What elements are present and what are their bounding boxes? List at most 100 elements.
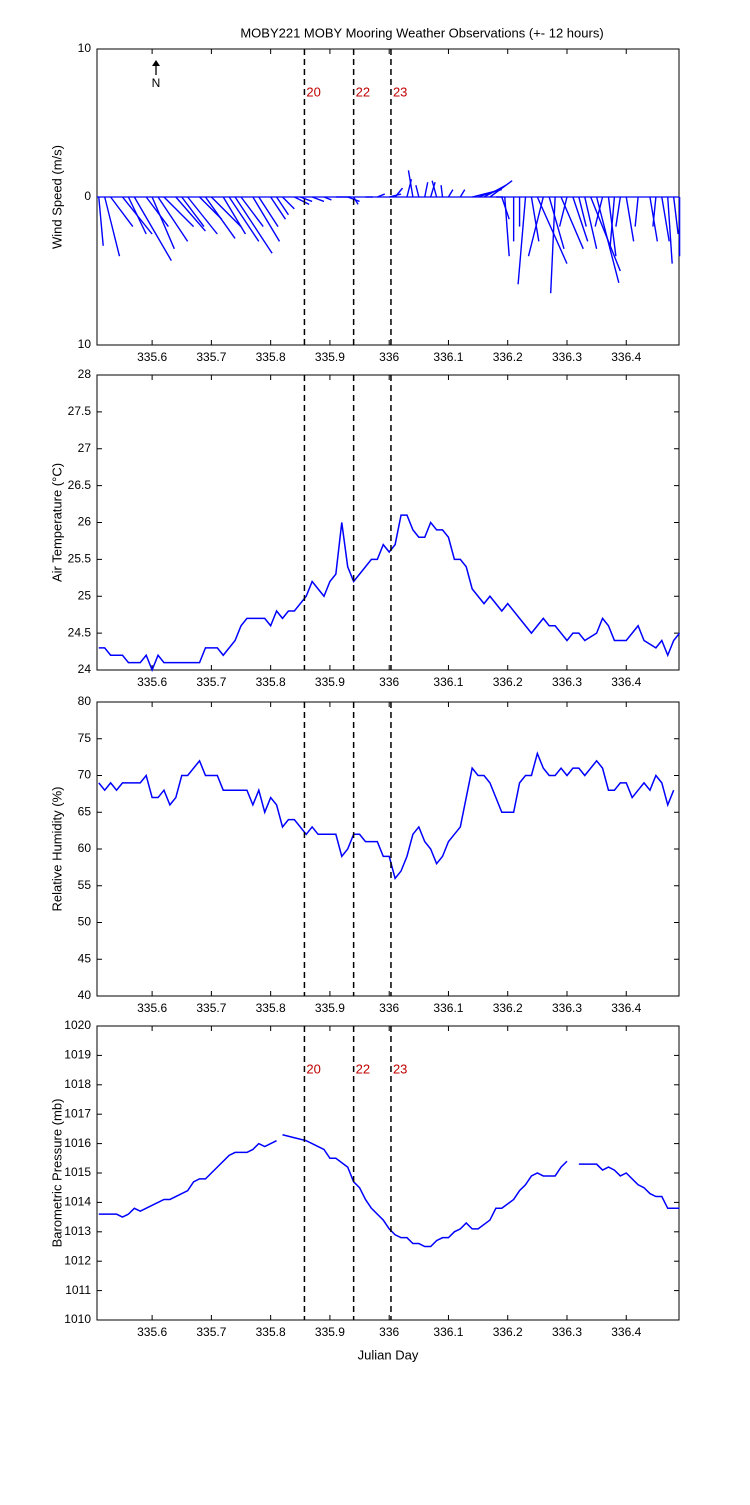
x-tick-label: 336 — [379, 350, 399, 364]
wind-stick — [311, 196, 325, 203]
y-tick-label: 1020 — [64, 1018, 91, 1032]
wind-stick — [127, 196, 147, 235]
north-label: N — [152, 76, 161, 90]
plot-frame — [96, 1025, 680, 1321]
wind-stick — [548, 196, 565, 249]
wind-stick — [652, 196, 657, 227]
y-tick-label: 1017 — [64, 1106, 91, 1120]
wind-stick — [594, 196, 604, 227]
y-tick-label: 24.5 — [68, 625, 92, 639]
x-tick-label: 336 — [379, 1325, 399, 1339]
wind-stick — [530, 196, 540, 242]
y-tick-label: 24 — [78, 662, 92, 676]
wind-stick — [157, 196, 189, 242]
wind-stick — [110, 196, 134, 228]
x-tick-label: 336.1 — [433, 675, 463, 689]
wind-stick — [672, 196, 679, 235]
x-tick-label: 336.2 — [493, 1325, 523, 1339]
x-tick-label: 336.2 — [493, 350, 523, 364]
wind-stick — [300, 196, 313, 203]
x-tick-label: 336.4 — [611, 675, 641, 689]
x-tick-label: 336.4 — [611, 1001, 641, 1015]
wind-stick — [558, 196, 568, 227]
wind-stick — [424, 182, 429, 198]
x-tick-label: 335.7 — [196, 350, 226, 364]
y-tick-label: 55 — [78, 878, 92, 892]
y-tick-label: 10 — [78, 337, 92, 351]
wind-stick — [252, 196, 281, 242]
data-line — [98, 751, 675, 881]
x-tick-label: 336.1 — [433, 350, 463, 364]
wind-stick — [584, 196, 598, 249]
wind-stick — [282, 196, 295, 210]
wind-stick — [609, 196, 616, 249]
wind-stick — [204, 196, 236, 239]
wind-stick — [104, 196, 121, 257]
y-tick-label: 28 — [78, 367, 92, 381]
y-tick-label: 1014 — [64, 1195, 91, 1209]
y-tick-label: 27 — [78, 441, 92, 455]
wind-stick — [275, 196, 290, 216]
y-tick-label: 1019 — [64, 1048, 91, 1062]
y-tick-label: 50 — [78, 915, 92, 929]
y-tick-label: 45 — [78, 951, 92, 965]
wind-stick — [234, 196, 273, 254]
wind-stick — [151, 196, 175, 250]
wind-stick — [517, 196, 527, 285]
y-tick-label: 10 — [78, 41, 92, 55]
y-tick-label: 1018 — [64, 1077, 91, 1091]
x-tick-label: 336.2 — [493, 1001, 523, 1015]
y-tick-label: 0 — [84, 189, 91, 203]
x-tick-label: 335.9 — [315, 675, 345, 689]
wind-stick — [163, 196, 195, 228]
wind-stick — [145, 196, 169, 228]
x-tick-label: 335.6 — [137, 675, 167, 689]
y-tick-label: 25 — [78, 588, 92, 602]
x-tick-label: 336.4 — [611, 350, 641, 364]
x-tick-label: 336.3 — [552, 675, 582, 689]
y-tick-label: 1016 — [64, 1136, 91, 1150]
panel: Barometric Pressure (mb) Julian Day 1010 10… — [49, 1018, 680, 1362]
wind-stick — [634, 196, 639, 227]
wind-stick — [447, 189, 454, 198]
x-tick-label: 336.4 — [611, 1325, 641, 1339]
event-label: 23 — [393, 84, 407, 99]
x-tick-label: 335.7 — [196, 675, 226, 689]
wind-stick — [389, 193, 402, 198]
wind-stick — [661, 196, 670, 242]
x-tick-label: 336.1 — [433, 1325, 463, 1339]
wind-stick — [595, 196, 620, 284]
data-line — [98, 514, 681, 673]
y-tick-label: 1015 — [64, 1165, 91, 1179]
wind-stick — [175, 196, 206, 232]
wind-stick — [222, 196, 247, 235]
x-tick-label: 336.2 — [493, 675, 523, 689]
wind-stick — [294, 196, 310, 206]
plot-frame — [96, 701, 680, 997]
wind-stick — [98, 196, 104, 246]
wind-stick — [572, 196, 589, 242]
x-tick-label: 335.9 — [315, 1325, 345, 1339]
wind-stick — [240, 196, 264, 228]
x-tick-label: 335.6 — [137, 1325, 167, 1339]
panel: MOBY221 MOBY Mooring Weather Observation… — [49, 25, 681, 364]
y-tick-label: 1010 — [64, 1312, 91, 1326]
y-tick-label: 1011 — [65, 1283, 91, 1297]
wind-stick — [228, 196, 260, 242]
x-tick-label: 335.9 — [315, 350, 345, 364]
wind-stick — [323, 196, 332, 201]
data-line — [98, 1134, 680, 1248]
wind-stick — [440, 185, 444, 198]
x-tick-label: 335.7 — [196, 1001, 226, 1015]
wind-stick — [489, 180, 513, 198]
x-tick-label: 336.1 — [433, 1001, 463, 1015]
y-tick-label: 26 — [78, 515, 92, 529]
wind-stick — [430, 181, 436, 198]
x-tick-label: 336 — [379, 675, 399, 689]
wind-stick — [431, 180, 438, 198]
event-label: 20 — [306, 84, 320, 99]
wind-stick — [459, 189, 466, 198]
y-tick-label: 70 — [78, 768, 92, 782]
x-tick-label: 335.8 — [256, 350, 286, 364]
